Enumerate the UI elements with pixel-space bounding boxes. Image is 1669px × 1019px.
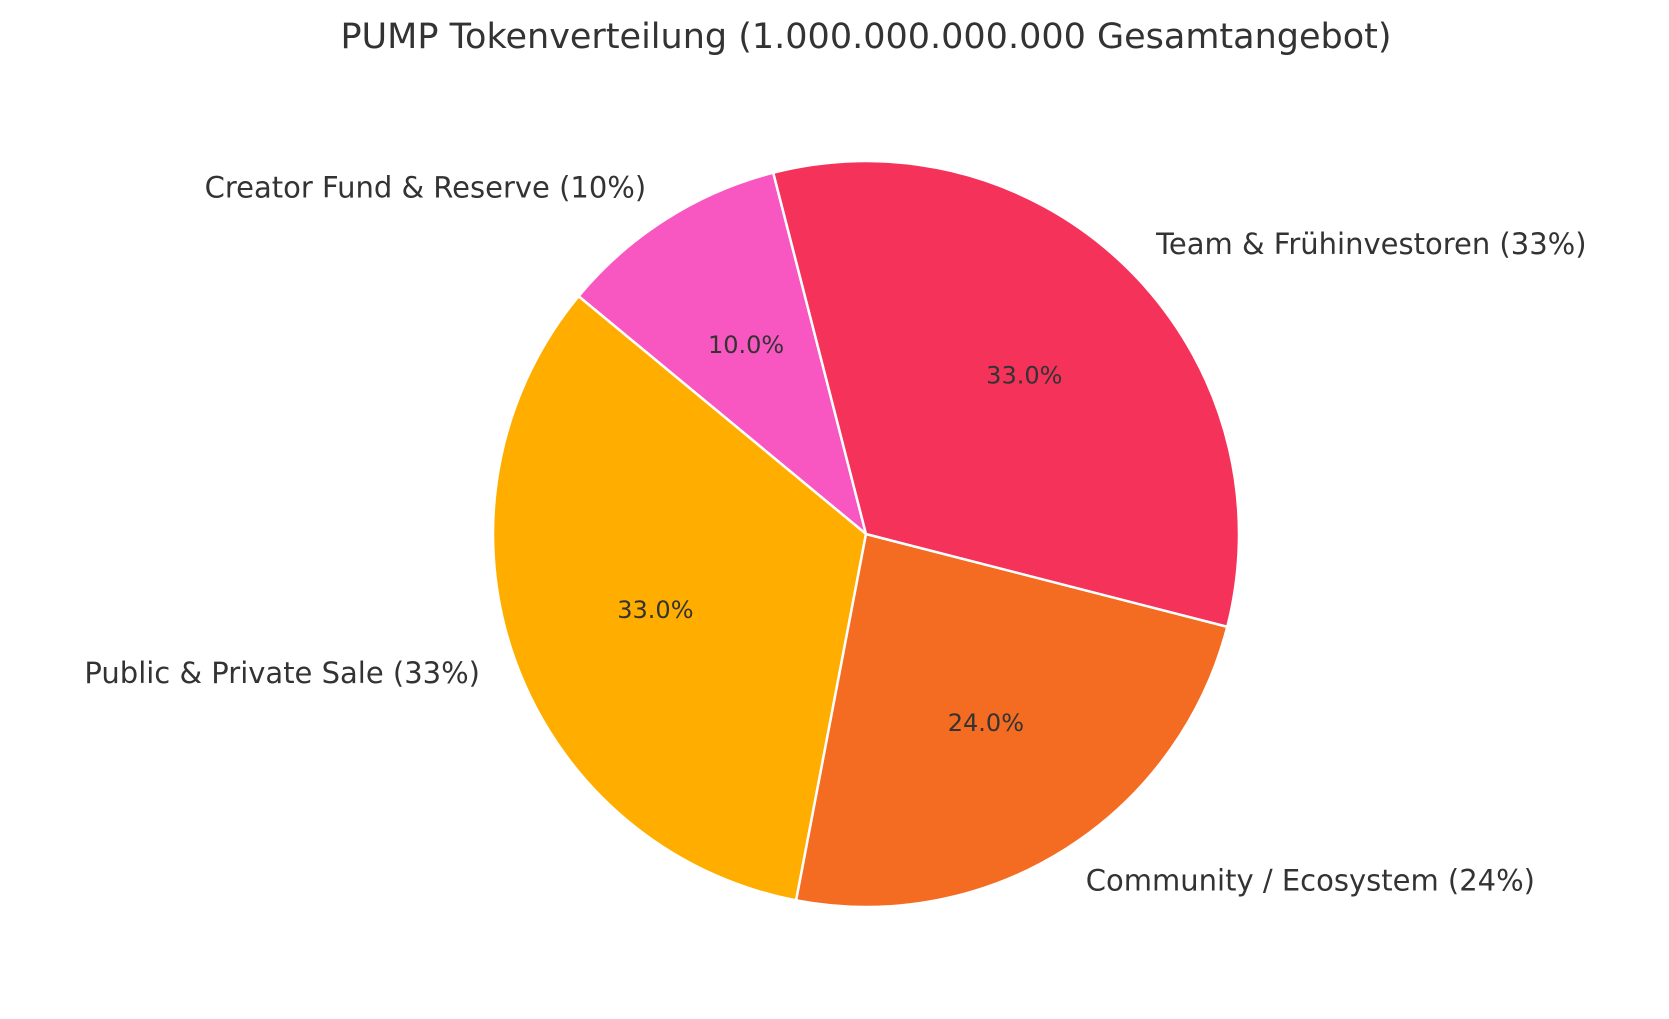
chart-title: PUMP Tokenverteilung (1.000.000.000.000 … <box>340 17 1391 57</box>
pie-slices <box>491 159 1241 909</box>
slice-percent-label-1: 33.0% <box>617 596 693 624</box>
slice-percent-label-0: 10.0% <box>708 331 784 359</box>
pie-slice-2 <box>794 532 1229 909</box>
pie-slice-1 <box>491 294 868 902</box>
pie-slice-0 <box>577 171 868 536</box>
slice-category-label-0: Creator Fund & Reserve (10%) <box>205 171 647 205</box>
pie-labels: 10.0% Creator Fund & Reserve (10%) 33.0% Pu… <box>84 171 1586 898</box>
slice-percent-label-2: 24.0% <box>948 709 1024 737</box>
slice-percent-label-3: 33.0% <box>986 362 1062 390</box>
slice-category-label-2: Community / Ecosystem (24%) <box>1086 863 1535 897</box>
slice-category-label-3: Team & Frühinvestoren (33%) <box>1155 227 1586 261</box>
pie-slice-3 <box>771 159 1241 629</box>
slice-category-label-1: Public & Private Sale (33%) <box>84 656 480 690</box>
